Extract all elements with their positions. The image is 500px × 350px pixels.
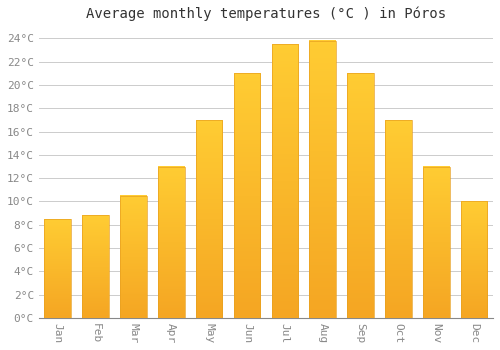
Title: Average monthly temperatures (°C ) in Póros: Average monthly temperatures (°C ) in Pó… bbox=[86, 7, 446, 21]
Bar bbox=[272, 44, 298, 318]
Bar bbox=[423, 167, 450, 318]
Bar bbox=[310, 41, 336, 318]
Bar bbox=[234, 74, 260, 318]
Bar bbox=[82, 216, 109, 318]
Bar bbox=[348, 74, 374, 318]
Bar bbox=[196, 120, 222, 318]
Bar bbox=[158, 167, 184, 318]
Bar bbox=[461, 202, 487, 318]
Bar bbox=[385, 120, 411, 318]
Bar bbox=[120, 196, 146, 318]
Bar bbox=[44, 219, 71, 318]
